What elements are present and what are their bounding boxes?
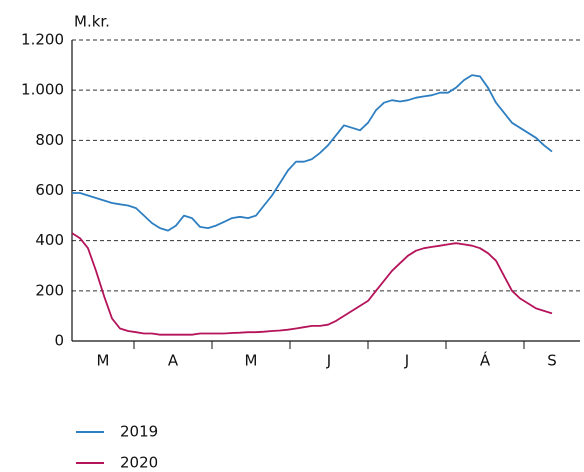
x-tick-label: Á	[480, 351, 491, 370]
y-tick-label: 400	[35, 231, 64, 249]
x-tick-label: A	[168, 352, 179, 370]
x-tick-label: J	[326, 352, 331, 370]
y-unit-label: M.kr.	[74, 13, 110, 31]
y-tick-label: 600	[35, 181, 64, 199]
legend-label: 2019	[120, 423, 158, 441]
x-tick-label: M	[97, 352, 110, 370]
data-line	[72, 74, 553, 232]
y-tick-label: 1.000	[21, 81, 64, 99]
x-tick-label: S	[547, 352, 557, 370]
y-tick-label: 1.200	[21, 31, 64, 49]
y-tick-label: 0	[54, 332, 64, 350]
y-tick-label: 200	[35, 281, 64, 299]
legend-label: 2020	[120, 454, 158, 472]
data-line	[71, 232, 553, 336]
x-tick-label: M	[245, 352, 258, 370]
y-tick-label: 800	[35, 131, 64, 149]
x-tick-label: J	[404, 352, 409, 370]
